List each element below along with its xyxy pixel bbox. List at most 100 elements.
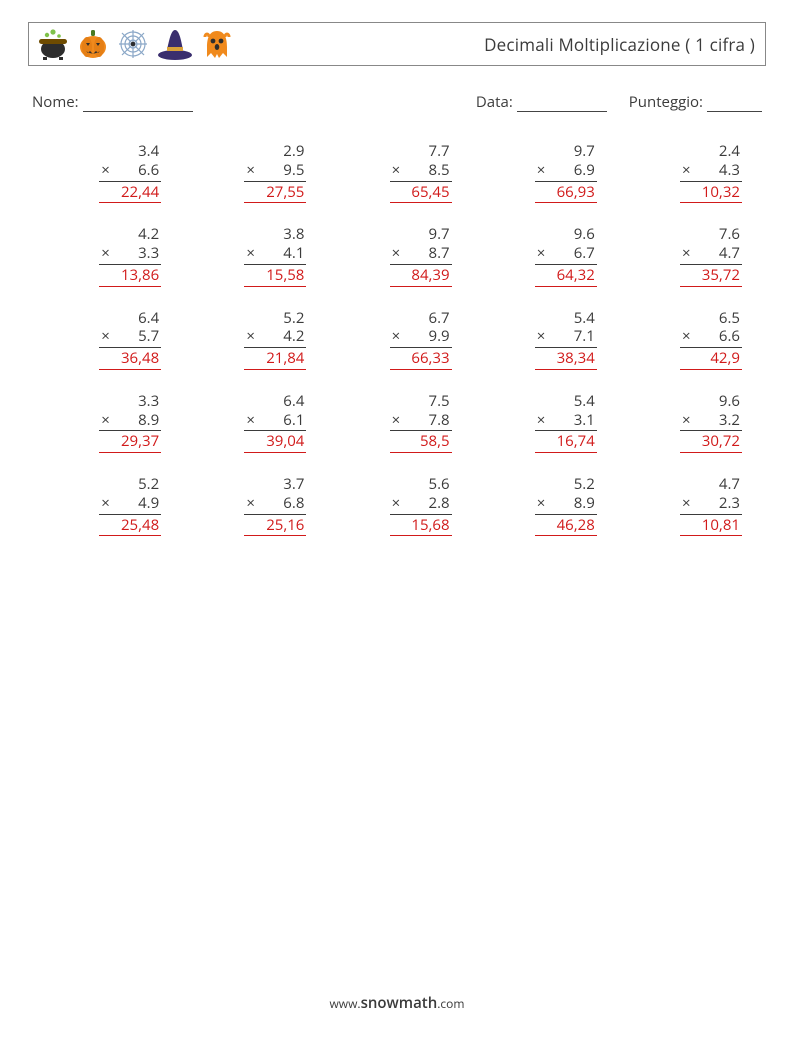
multiplicand: 9.6 xyxy=(535,225,597,244)
multiplier: 6.1 xyxy=(283,411,304,430)
problem: 5.4×3.116,74 xyxy=(470,392,615,453)
multiplier: 4.2 xyxy=(283,327,304,346)
multiplicand: 9.6 xyxy=(680,392,742,411)
multiplier-row: × 6.6 xyxy=(99,161,161,182)
times-symbol: × xyxy=(392,411,411,430)
problem: 9.6×3.230,72 xyxy=(615,392,760,453)
multiplier: 6.9 xyxy=(574,161,595,180)
problem: 3.4×6.622,44 xyxy=(34,142,179,203)
answer: 15,68 xyxy=(390,516,452,537)
answer: 35,72 xyxy=(680,266,742,287)
answer: 42,9 xyxy=(680,349,742,370)
multiplier: 8.5 xyxy=(429,161,450,180)
multiplier: 3.2 xyxy=(719,411,740,430)
answer: 15,58 xyxy=(244,266,306,287)
multiplier-row: ×5.7 xyxy=(99,327,161,348)
times-symbol: × xyxy=(246,494,265,513)
answer: 46,28 xyxy=(535,516,597,537)
cauldron-icon xyxy=(35,27,71,61)
multiplier-row: ×4.1 xyxy=(244,244,306,265)
answer: 66,93 xyxy=(535,183,597,204)
multiplicand: 7.6 xyxy=(680,225,742,244)
multiplicand: 4.2 xyxy=(99,225,161,244)
answer: 10,81 xyxy=(680,516,742,537)
times-symbol: × xyxy=(682,244,701,263)
multiplicand: 2.4 xyxy=(680,142,742,161)
date-label: Data: xyxy=(476,92,513,112)
multiplicand: 3.7 xyxy=(244,475,306,494)
multiplicand: 5.6 xyxy=(390,475,452,494)
problem: 9.6×6.764,32 xyxy=(470,225,615,286)
times-symbol: × xyxy=(246,411,265,430)
times-symbol: × xyxy=(537,411,556,430)
answer: 64,32 xyxy=(535,266,597,287)
multiplier-row: ×7.8 xyxy=(390,411,452,432)
ghost-icon xyxy=(199,27,235,61)
problem: 3.7×6.825,16 xyxy=(179,475,324,536)
problem: 7.5×7.858,5 xyxy=(324,392,469,453)
meta-row: Nome: Data: Punteggio: xyxy=(32,92,762,112)
multiplier: 9.9 xyxy=(429,327,450,346)
multiplier-row: ×8.5 xyxy=(390,161,452,182)
witch-hat-icon xyxy=(155,27,195,61)
answer: 58,5 xyxy=(390,432,452,453)
multiplicand: 9.7 xyxy=(390,225,452,244)
multiplicand: 3.8 xyxy=(244,225,306,244)
multiplier: 4.9 xyxy=(138,494,159,513)
multiplier: 6.6 xyxy=(138,161,159,180)
multiplicand: 5.2 xyxy=(535,475,597,494)
multiplicand: 9.7 xyxy=(535,142,597,161)
multiplier: 4.1 xyxy=(283,244,304,263)
multiplier-row: × 7.1 xyxy=(535,327,597,348)
footer-suffix: .com xyxy=(437,995,464,1012)
times-symbol: × xyxy=(537,327,556,346)
multiplier-row: ×6.8 xyxy=(244,494,306,515)
name-blank xyxy=(83,98,193,112)
problem: 6.5×6.642,9 xyxy=(615,309,760,370)
multiplicand: 6.5 xyxy=(680,309,742,328)
footer-prefix: www. xyxy=(330,995,361,1012)
times-symbol: × xyxy=(537,244,556,263)
answer: 16,74 xyxy=(535,432,597,453)
problem: 3.3×8.929,37 xyxy=(34,392,179,453)
times-symbol: × xyxy=(392,494,411,513)
answer: 38,34 xyxy=(535,349,597,370)
answer: 27,55 xyxy=(244,183,306,204)
answer: 36,48 xyxy=(99,349,161,370)
multiplier-row: ×3.2 xyxy=(680,411,742,432)
times-symbol: × xyxy=(537,161,556,180)
multiplier: 2.3 xyxy=(719,494,740,513)
times-symbol: × xyxy=(246,327,265,346)
problem: 3.8×4.115,58 xyxy=(179,225,324,286)
times-symbol: × xyxy=(537,494,556,513)
name-label: Nome: xyxy=(32,92,79,112)
times-symbol: × xyxy=(101,327,120,346)
worksheet-title: Decimali Moltiplicazione ( 1 cifra ) xyxy=(484,33,755,56)
multiplicand: 6.4 xyxy=(244,392,306,411)
answer: 13,86 xyxy=(99,266,161,287)
spiderweb-icon xyxy=(115,27,151,61)
times-symbol: × xyxy=(682,161,701,180)
multiplicand: 7.5 xyxy=(390,392,452,411)
times-symbol: × xyxy=(392,327,411,346)
answer: 29,37 xyxy=(99,432,161,453)
multiplier-row: ×3.3 xyxy=(99,244,161,265)
footer: www.snowmath.com xyxy=(0,993,794,1013)
answer: 66,33 xyxy=(390,349,452,370)
multiplier: 7.1 xyxy=(574,327,595,346)
multiplier-row: ×3.1 xyxy=(535,411,597,432)
answer: 65,45 xyxy=(390,183,452,204)
multiplicand: 6.4 xyxy=(99,309,161,328)
times-symbol: × xyxy=(101,161,120,180)
multiplier-row: ×6.7 xyxy=(535,244,597,265)
multiplier-row: ×6.6 xyxy=(680,327,742,348)
problem: 7.7×8.565,45 xyxy=(324,142,469,203)
times-symbol: × xyxy=(682,494,701,513)
multiplier-row: ×8.9 xyxy=(99,411,161,432)
score-blank xyxy=(707,98,762,112)
answer: 21,84 xyxy=(244,349,306,370)
worksheet-header: Decimali Moltiplicazione ( 1 cifra ) xyxy=(28,22,766,66)
multiplier: 2.8 xyxy=(429,494,450,513)
problem: 6.4×6.139,04 xyxy=(179,392,324,453)
multiplier: 4.3 xyxy=(719,161,740,180)
